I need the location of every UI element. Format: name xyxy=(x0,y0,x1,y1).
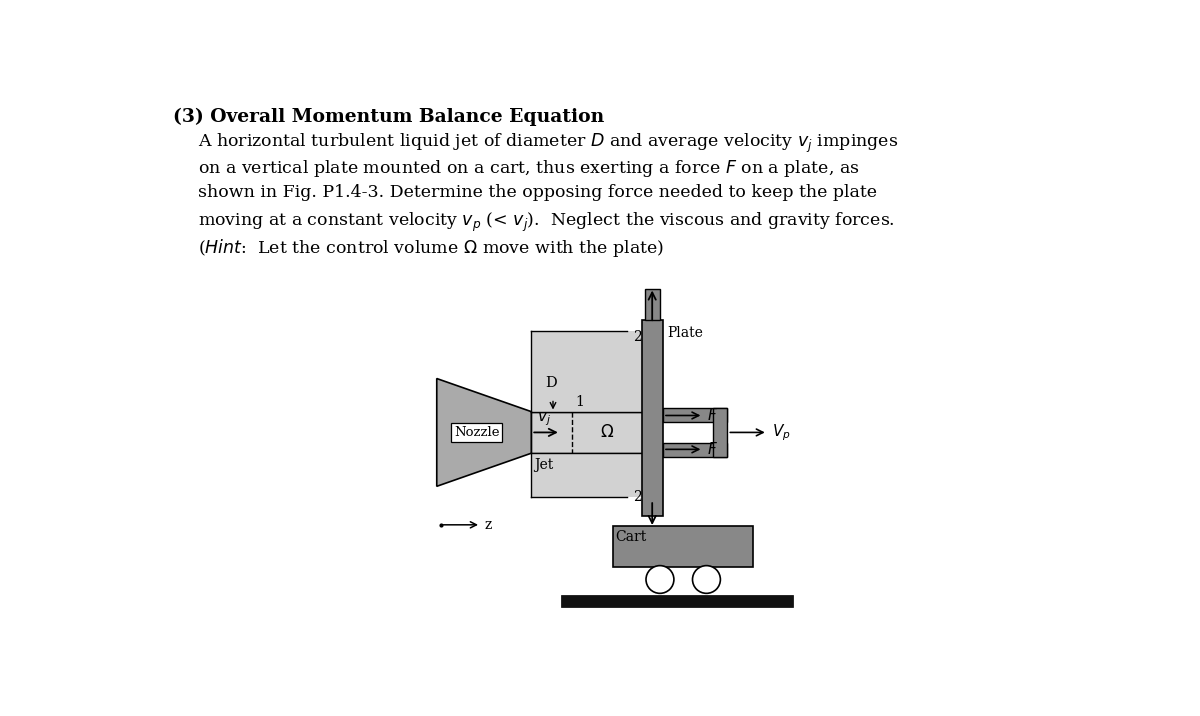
Circle shape xyxy=(646,566,674,594)
Text: 2: 2 xyxy=(632,490,641,504)
Bar xyxy=(532,453,643,497)
Text: $F$: $F$ xyxy=(707,441,718,458)
Text: Cart: Cart xyxy=(616,531,647,544)
Bar xyxy=(642,320,664,516)
Text: on a vertical plate mounted on a cart, thus exerting a force $F$ on a plate, as: on a vertical plate mounted on a cart, t… xyxy=(198,158,859,179)
Text: $\Omega$: $\Omega$ xyxy=(600,424,614,441)
Bar xyxy=(714,408,727,457)
Bar xyxy=(613,526,752,567)
Text: ($\mathit{Hint}$:  Let the control volume $\Omega$ move with the plate): ($\mathit{Hint}$: Let the control volume… xyxy=(198,237,665,259)
Bar xyxy=(646,289,660,320)
Bar xyxy=(532,331,643,412)
Text: Plate: Plate xyxy=(667,326,703,340)
Text: $v_j$: $v_j$ xyxy=(538,410,552,427)
Text: Jet: Jet xyxy=(534,458,553,472)
Bar xyxy=(560,595,793,607)
Bar xyxy=(664,408,727,422)
Text: A horizontal turbulent liquid jet of diameter $D$ and average velocity $v_j$ imp: A horizontal turbulent liquid jet of dia… xyxy=(198,132,899,155)
Text: shown in Fig. P1.4-3. Determine the opposing force needed to keep the plate: shown in Fig. P1.4-3. Determine the oppo… xyxy=(198,185,877,201)
Text: 1: 1 xyxy=(576,395,584,410)
Circle shape xyxy=(692,566,720,594)
Text: moving at a constant velocity $v_p$ (< $v_j$).  Neglect the viscous and gravity : moving at a constant velocity $v_p$ (< $… xyxy=(198,211,895,234)
Text: (3) Overall Momentum Balance Equation: (3) Overall Momentum Balance Equation xyxy=(173,107,605,126)
Text: $F$: $F$ xyxy=(707,407,718,423)
Bar xyxy=(532,412,643,453)
Text: D: D xyxy=(546,376,557,390)
Text: z: z xyxy=(484,518,491,532)
Bar xyxy=(664,443,727,457)
Text: 2: 2 xyxy=(632,330,641,344)
Polygon shape xyxy=(437,379,532,486)
Text: Nozzle: Nozzle xyxy=(454,426,499,439)
Text: $V_p$: $V_p$ xyxy=(772,422,791,442)
